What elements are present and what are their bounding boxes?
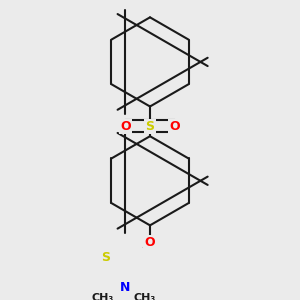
Text: N: N: [120, 281, 130, 294]
Text: CH₃: CH₃: [92, 293, 114, 300]
Text: CH₃: CH₃: [134, 293, 156, 300]
Text: S: S: [101, 251, 110, 264]
Text: S: S: [146, 120, 154, 133]
Text: O: O: [169, 120, 180, 133]
Text: O: O: [145, 236, 155, 249]
Text: O: O: [120, 120, 130, 133]
